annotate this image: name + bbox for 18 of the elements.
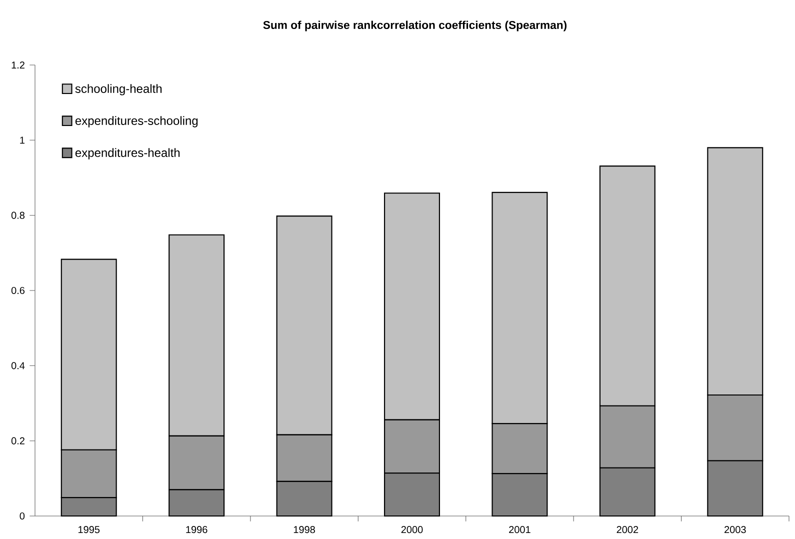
x-tick-label: 2002 <box>616 526 638 534</box>
y-tick-label: 0.2 <box>11 437 24 444</box>
y-tick-label: 0.8 <box>11 212 25 219</box>
y-tick-label: 1.2 <box>12 62 24 68</box>
x-tick-label: 1995 <box>78 526 100 534</box>
x-tick-label: 1998 <box>294 526 315 534</box>
x-tick-label: 2000 <box>401 526 423 534</box>
y-tick-label: 1 <box>20 136 24 144</box>
x-tick-label: 1996 <box>186 526 208 534</box>
legend-label: expenditures-health <box>75 148 180 160</box>
chart-title: Sum of pairwise rankcorrelation coefficients (Spearman) <box>263 20 567 32</box>
y-tick-label: 0 <box>20 512 25 520</box>
y-tick-label: 0.6 <box>11 286 25 294</box>
y-tick-label: 0.4 <box>11 362 25 370</box>
x-tick-label: 2003 <box>724 526 746 534</box>
legend-label: expenditures-schooling <box>75 116 198 128</box>
legend-label: schooling-health <box>75 84 162 96</box>
x-tick-label: 2001 <box>509 526 530 534</box>
